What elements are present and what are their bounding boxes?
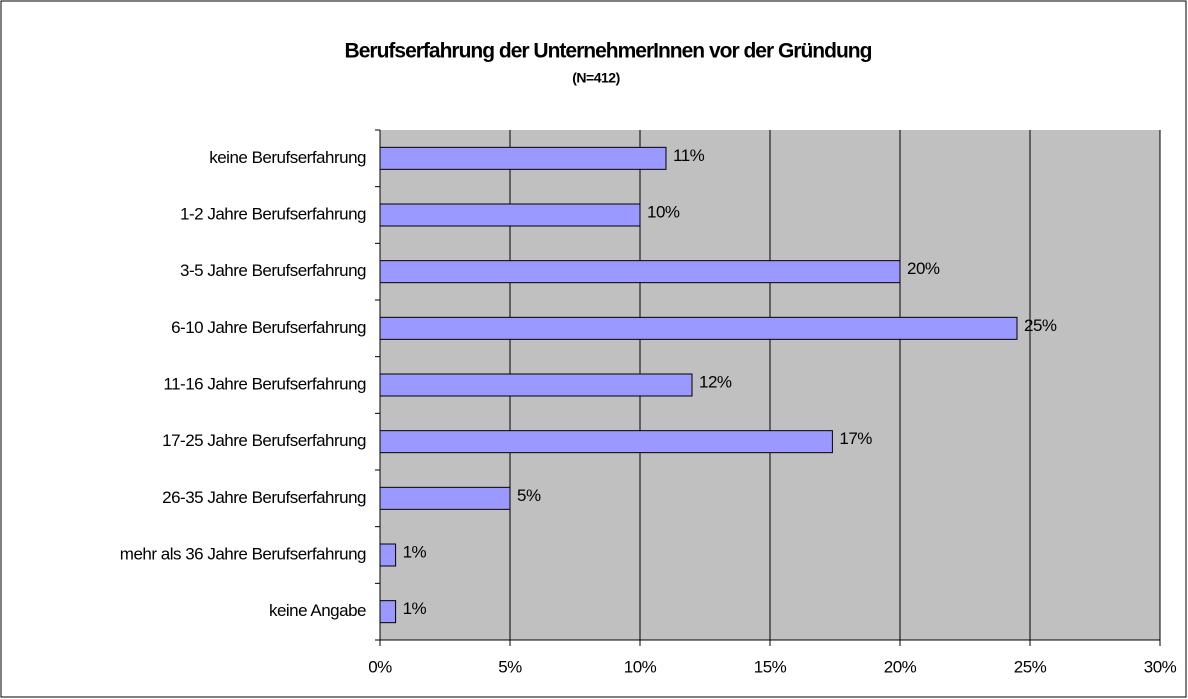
data-label: 12%: [699, 372, 732, 391]
x-tick-label: 5%: [498, 657, 522, 676]
x-tick-label: 10%: [624, 657, 657, 676]
data-label: 17%: [839, 429, 872, 448]
data-label: 25%: [1024, 316, 1057, 335]
y-tick-label: mehr als 36 Jahre Berufserfahrung: [120, 544, 366, 563]
bar: [379, 543, 397, 567]
y-tick-label: 26-35 Jahre Berufserfahrung: [162, 488, 366, 507]
bar: [379, 146, 667, 170]
data-label: 20%: [907, 259, 940, 278]
bar: [379, 316, 1018, 340]
y-tick-label: 3-5 Jahre Berufserfahrung: [180, 261, 366, 280]
bar: [379, 486, 511, 510]
x-tick-label: 0%: [368, 657, 392, 676]
data-label: 5%: [517, 486, 541, 505]
x-tick-label: 25%: [1014, 657, 1047, 676]
bar: [379, 373, 693, 397]
x-tick-label: 15%: [754, 657, 787, 676]
y-tick-label: keine Berufserfahrung: [209, 148, 366, 167]
x-tick-label: 20%: [884, 657, 917, 676]
x-tick-label: 30%: [1144, 657, 1177, 676]
y-tick-label: 1-2 Jahre Berufserfahrung: [180, 204, 366, 223]
data-label: 1%: [403, 599, 427, 618]
chart-subtitle: (N=412): [572, 70, 619, 86]
data-label: 10%: [647, 202, 680, 221]
bar: [379, 260, 901, 284]
y-tick-label: 6-10 Jahre Berufserfahrung: [171, 318, 366, 337]
data-label: 11%: [673, 146, 705, 165]
data-label: 1%: [403, 542, 427, 561]
chart-title: Berufserfahrung der UnternehmerInnen vor…: [345, 40, 872, 63]
bar: [379, 203, 641, 227]
y-tick-label: 17-25 Jahre Berufserfahrung: [162, 431, 366, 450]
bar: [379, 600, 397, 624]
y-tick-label: 11-16 Jahre Berufserfahrung: [163, 374, 366, 393]
bar: [379, 430, 833, 454]
y-tick-label: keine Angabe: [269, 601, 366, 620]
